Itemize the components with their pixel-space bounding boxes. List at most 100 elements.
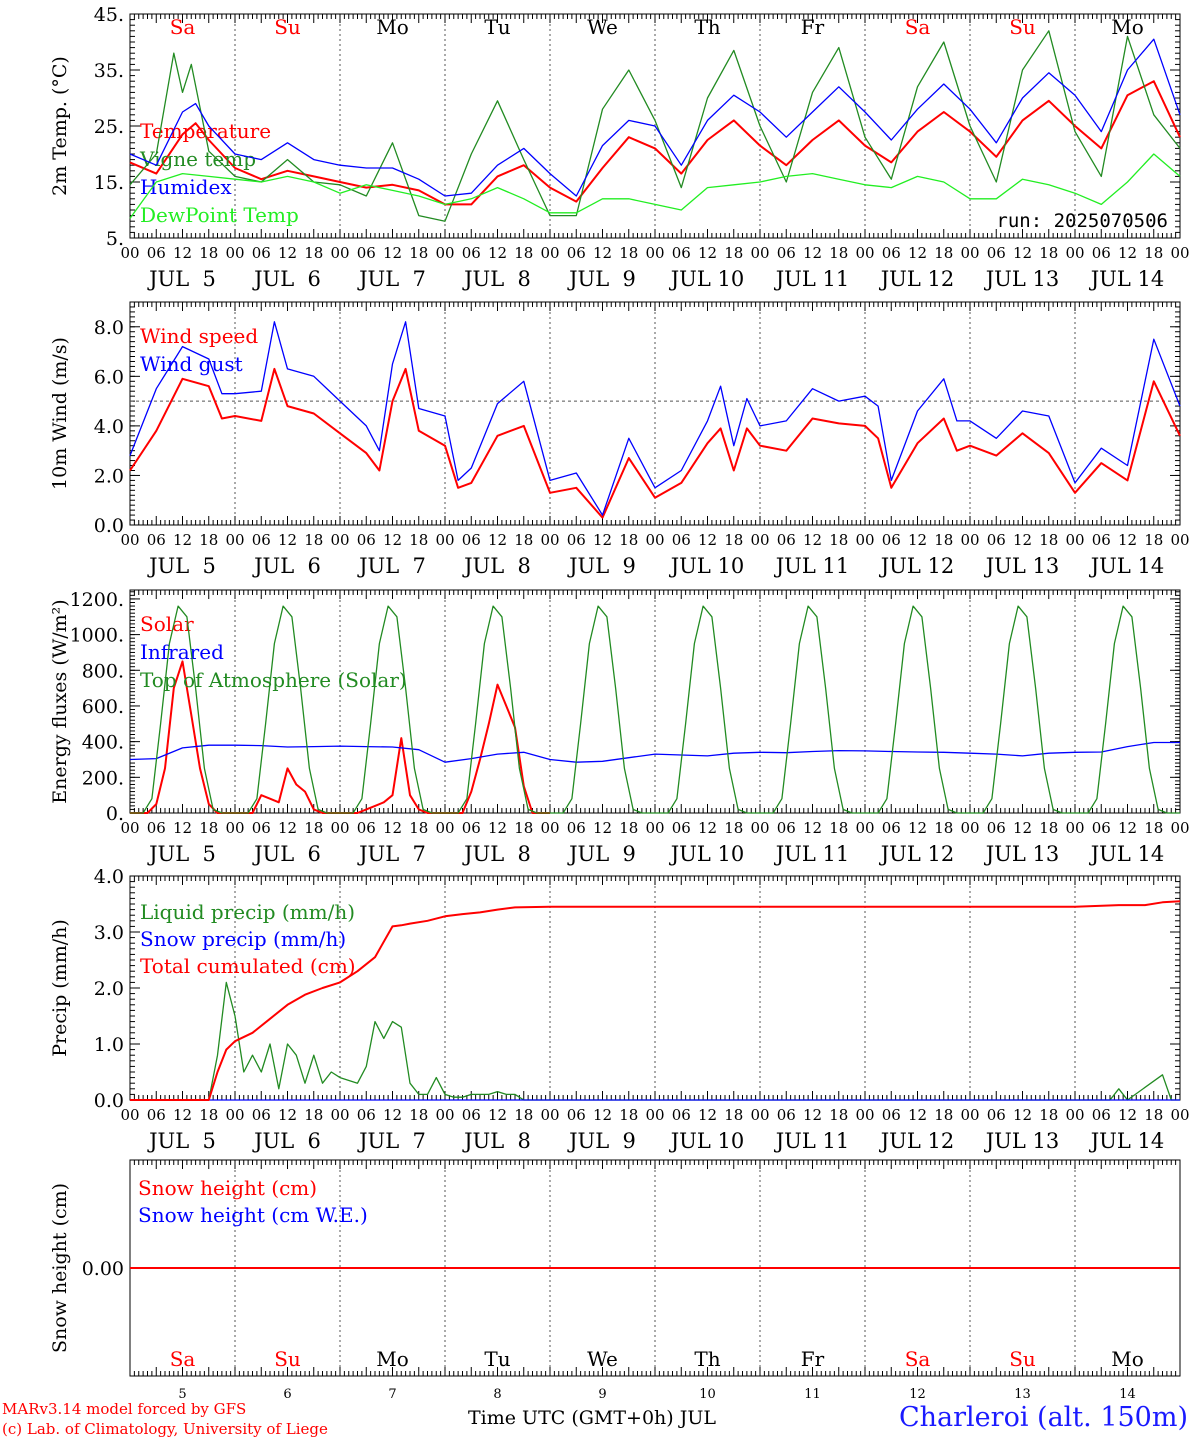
weekday-label: Sa: [905, 1347, 931, 1371]
y-tick-label: 2.0: [94, 465, 124, 487]
hour-label: 12: [173, 1106, 192, 1124]
y-tick-label: 600.: [82, 696, 124, 718]
series-line-wind-speed: [129, 367, 1181, 519]
hour-label: 06: [987, 1106, 1006, 1124]
date-label: JUL 5: [147, 842, 216, 866]
hour-label: 12: [383, 1106, 402, 1124]
hour-label: 06: [672, 244, 691, 262]
hour-label: 12: [1013, 819, 1032, 837]
hour-label: 12: [278, 819, 297, 837]
hour-label: 12: [803, 1106, 822, 1124]
hour-label: 12: [1013, 531, 1032, 549]
hour-label: 12: [173, 244, 192, 262]
hour-label: 12: [278, 1106, 297, 1124]
hour-label: 06: [777, 819, 796, 837]
date-label: JUL 14: [1089, 842, 1164, 866]
series-line-top-of-atmosphere-solar: [130, 605, 1180, 814]
legend-entry: Wind speed: [140, 324, 258, 348]
hour-label: 06: [1092, 819, 1111, 837]
date-label: JUL 12: [879, 554, 954, 578]
hour-label: 00: [435, 244, 454, 262]
day-number: 14: [1119, 1387, 1136, 1402]
day-number: 11: [804, 1387, 821, 1402]
date-label: JUL 6: [252, 842, 321, 866]
hour-label: 00: [435, 1106, 454, 1124]
legend-entry: Total cumulated (cm): [140, 954, 356, 978]
date-label: JUL 12: [879, 267, 954, 291]
hour-label: 00: [120, 819, 139, 837]
y-axis-label: Precip (mm/h): [49, 919, 71, 1057]
hour-label: 12: [488, 819, 507, 837]
hour-label: 06: [567, 244, 586, 262]
date-label: JUL 13: [984, 267, 1059, 291]
hour-label: 06: [1092, 1106, 1111, 1124]
y-tick-label: 25.: [94, 116, 124, 138]
hour-label: 00: [1170, 1106, 1189, 1124]
hour-label: 18: [514, 531, 533, 549]
hour-label: 18: [619, 819, 638, 837]
series-line-wind-gust: [129, 321, 1181, 516]
date-label: JUL 8: [462, 554, 531, 578]
hour-label: 00: [960, 531, 979, 549]
hour-label: 18: [724, 1106, 743, 1124]
hour-label: 06: [252, 531, 271, 549]
hour-label: 12: [908, 531, 927, 549]
hour-label: 06: [357, 244, 376, 262]
hour-label: 00: [645, 244, 664, 262]
hour-label: 18: [409, 819, 428, 837]
series-line-humidex: [129, 38, 1181, 197]
hour-label: 06: [147, 1106, 166, 1124]
precipitation-panel: 0.0 1.0 2.0 3.0 4.0 Precip (mm/h) 00 06 12 18 JUL …: [49, 866, 1190, 1153]
hour-label: 18: [1039, 1106, 1058, 1124]
hour-label: 18: [199, 1106, 218, 1124]
hour-label: 00: [1170, 244, 1189, 262]
hour-label: 12: [383, 819, 402, 837]
hour-label: 06: [357, 531, 376, 549]
hour-label: 00: [1065, 531, 1084, 549]
hour-label: 00: [1065, 244, 1084, 262]
date-label: JUL 11: [774, 267, 849, 291]
hour-label: 18: [724, 819, 743, 837]
y-tick-label: 1.0: [94, 1034, 124, 1056]
hour-label: 00: [540, 244, 559, 262]
legend-entry: Top of Atmosphere (Solar): [140, 668, 407, 692]
y-tick-label: 4.0: [94, 416, 124, 438]
weekday-label: Su: [274, 1347, 301, 1371]
hour-label: 06: [987, 531, 1006, 549]
date-label: JUL 12: [879, 842, 954, 866]
date-label: JUL 7: [357, 554, 426, 578]
legend-entry: DewPoint Temp: [140, 203, 299, 227]
hour-label: 00: [120, 1106, 139, 1124]
hour-label: 00: [540, 1106, 559, 1124]
hour-label: 18: [409, 244, 428, 262]
weekday-label: Mo: [1111, 15, 1144, 39]
hour-label: 00: [540, 531, 559, 549]
date-label: JUL 5: [147, 554, 216, 578]
hour-label: 18: [724, 244, 743, 262]
hour-label: 18: [619, 244, 638, 262]
hour-label: 00: [330, 1106, 349, 1124]
hour-label: 00: [1170, 819, 1189, 837]
hour-label: 18: [304, 1106, 323, 1124]
hour-label: 18: [829, 531, 848, 549]
hour-label: 00: [435, 819, 454, 837]
date-label: JUL 14: [1089, 554, 1164, 578]
y-tick-label: 0.: [106, 803, 124, 825]
legend-entry: Infrared: [140, 640, 224, 664]
series-line-infrared: [129, 741, 1180, 763]
hour-label: 12: [908, 819, 927, 837]
day-number: 13: [1014, 1387, 1031, 1402]
hour-label: 06: [567, 819, 586, 837]
y-tick-label: 1000.: [70, 625, 124, 647]
hour-label: 18: [619, 1106, 638, 1124]
hour-label: 12: [1118, 819, 1137, 837]
hour-label: 12: [803, 531, 822, 549]
y-tick-label: 5.: [106, 228, 124, 250]
weekday-label: Su: [1009, 1347, 1036, 1371]
date-label: JUL 13: [984, 554, 1059, 578]
weekday-label: Fr: [801, 1347, 825, 1371]
y-tick-label: 1200.: [70, 589, 124, 611]
legend-entry: Vigne temp: [139, 147, 256, 171]
hour-label: 00: [225, 531, 244, 549]
hour-label: 18: [304, 819, 323, 837]
